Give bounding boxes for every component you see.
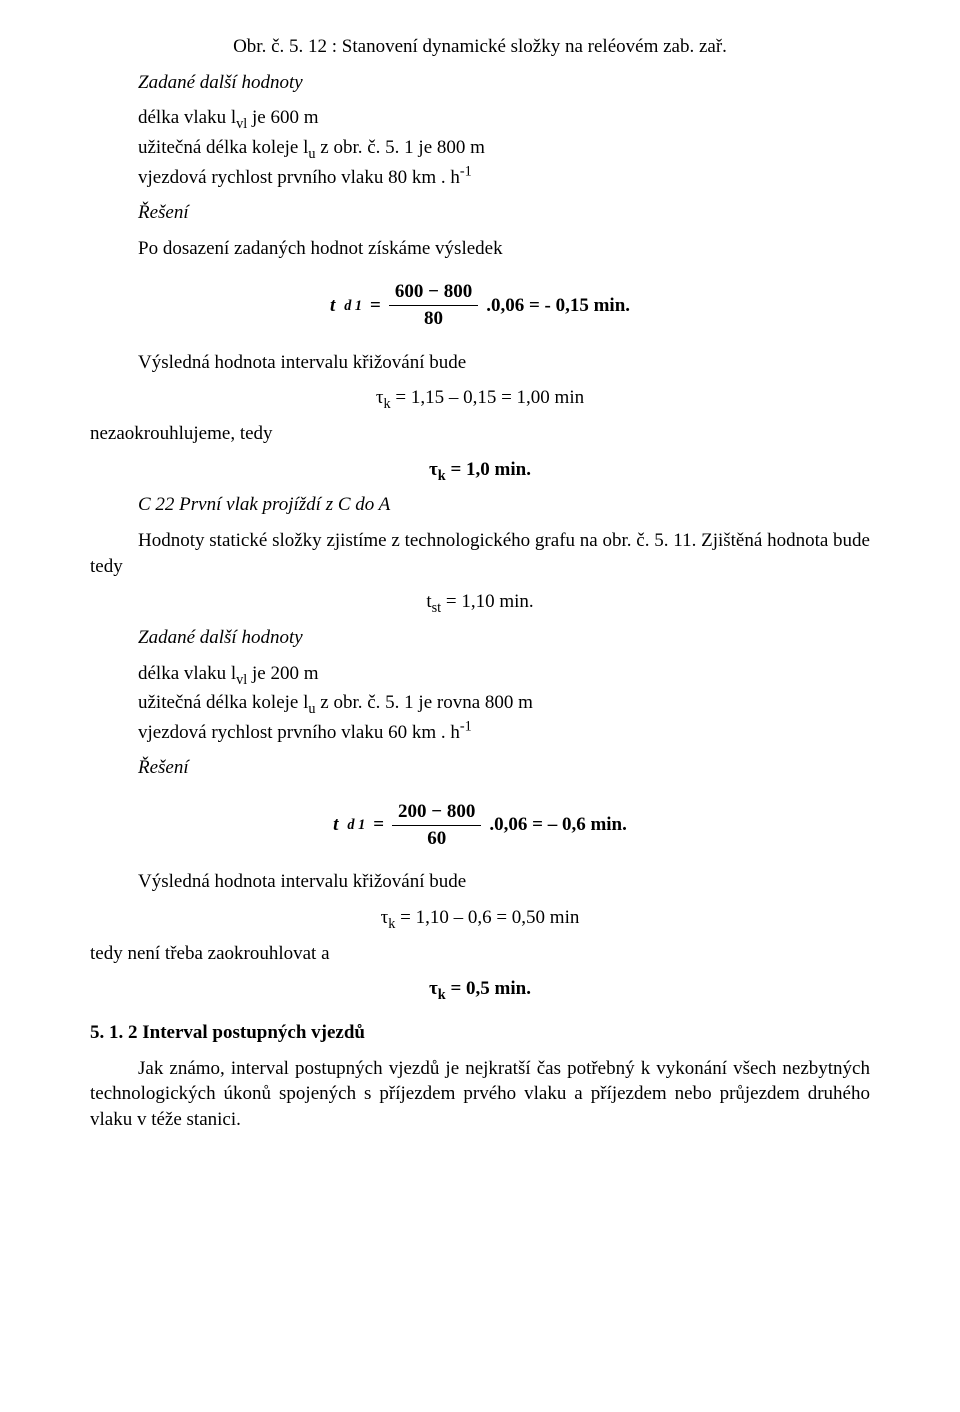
- given-heading: Zadané další hodnoty: [90, 70, 870, 96]
- case-title: C 22 První vlak projíždí z C do A: [90, 492, 870, 518]
- tau-line-4: τk = 0,5 min.: [90, 976, 870, 1002]
- solution-heading-2: Řešení: [90, 755, 870, 781]
- numerator: 200 − 800: [392, 799, 481, 826]
- text: délka vlaku l: [138, 663, 236, 684]
- text: délka vlaku l: [138, 107, 236, 128]
- solution-heading: Řešení: [90, 200, 870, 226]
- tau: τ: [429, 459, 438, 480]
- sub: u: [308, 146, 315, 162]
- text: užitečná délka koleje l: [138, 137, 308, 158]
- given-line-1: délka vlaku lvl je 600 m: [138, 105, 870, 131]
- section-heading: 5. 1. 2 Interval postupných vjezdů: [90, 1020, 870, 1046]
- sub: k: [438, 987, 446, 1003]
- given-line-1b: délka vlaku lvl je 200 m: [138, 661, 870, 687]
- sub: u: [308, 701, 315, 717]
- result-text: Výsledná hodnota intervalu křižování bud…: [90, 350, 870, 376]
- sub: k: [384, 396, 391, 412]
- denominator: 80: [418, 306, 449, 332]
- var: t: [333, 812, 338, 838]
- sup: -1: [460, 163, 472, 179]
- sub: vl: [236, 116, 247, 132]
- equation-td1-b: td 1 = 200 − 800 60 .0,06 = – 0,6 min.: [90, 799, 870, 851]
- text: = 0,5 min.: [446, 978, 531, 999]
- text: = 1,10 – 0,6 = 0,50 min: [395, 907, 579, 928]
- tau-line-1: τk = 1,15 – 0,15 = 1,00 min: [90, 385, 870, 411]
- result-text-2: Výsledná hodnota intervalu křižování bud…: [90, 869, 870, 895]
- text: užitečná délka koleje l: [138, 692, 308, 713]
- tau-line-3: τk = 1,10 – 0,6 = 0,50 min: [90, 905, 870, 931]
- given-line-3: vjezdová rychlost prvního vlaku 80 km . …: [138, 165, 870, 191]
- numerator: 600 − 800: [389, 279, 478, 306]
- text: je 600 m: [247, 107, 318, 128]
- tau-line-2: τk = 1,0 min.: [90, 457, 870, 483]
- text: vjezdová rychlost prvního vlaku 60 km . …: [138, 722, 460, 743]
- text: = 1,15 – 0,15 = 1,00 min: [391, 387, 585, 408]
- sub: vl: [236, 671, 247, 687]
- eq-sign: =: [370, 293, 381, 319]
- tail: .0,06 = - 0,15 min.: [486, 293, 630, 319]
- sub: k: [438, 467, 446, 483]
- text: z obr. č. 5. 1 je rovna 800 m: [316, 692, 533, 713]
- text: = 1,0 min.: [446, 459, 531, 480]
- fraction: 200 − 800 60: [392, 799, 481, 851]
- given-line-2b: užitečná délka koleje lu z obr. č. 5. 1 …: [138, 690, 870, 716]
- tst-line: tst = 1,10 min.: [90, 589, 870, 615]
- given-line-2: užitečná délka koleje lu z obr. č. 5. 1 …: [138, 135, 870, 161]
- final-paragraph: Jak známo, interval postupných vjezdů je…: [90, 1056, 870, 1133]
- text: vjezdová rychlost prvního vlaku 80 km . …: [138, 167, 460, 188]
- sup: -1: [460, 718, 472, 734]
- sub: st: [432, 600, 442, 616]
- tau: τ: [376, 387, 384, 408]
- text: = 1,10 min.: [441, 591, 534, 612]
- no-round-text-2: tedy není třeba zaokrouhlovat a: [90, 941, 870, 967]
- no-round-text: nezaokrouhlujeme, tedy: [90, 421, 870, 447]
- text: z obr. č. 5. 1 je 800 m: [316, 137, 485, 158]
- static-values-text: Hodnoty statické složky zjistíme z techn…: [90, 528, 870, 579]
- tail: .0,06 = – 0,6 min.: [489, 812, 627, 838]
- denominator: 60: [421, 826, 452, 852]
- var: t: [330, 293, 335, 319]
- given-line-3b: vjezdová rychlost prvního vlaku 60 km . …: [138, 720, 870, 746]
- eq-sign: =: [373, 812, 384, 838]
- solution-text: Po dosazení zadaných hodnot získáme výsl…: [90, 236, 870, 262]
- fraction: 600 − 800 80: [389, 279, 478, 331]
- given-heading-2: Zadané další hodnoty: [90, 625, 870, 651]
- text: je 200 m: [247, 663, 318, 684]
- equation-td1-a: td 1 = 600 − 800 80 .0,06 = - 0,15 min.: [90, 279, 870, 331]
- tau: τ: [429, 978, 438, 999]
- figure-caption: Obr. č. 5. 12 : Stanovení dynamické slož…: [90, 34, 870, 60]
